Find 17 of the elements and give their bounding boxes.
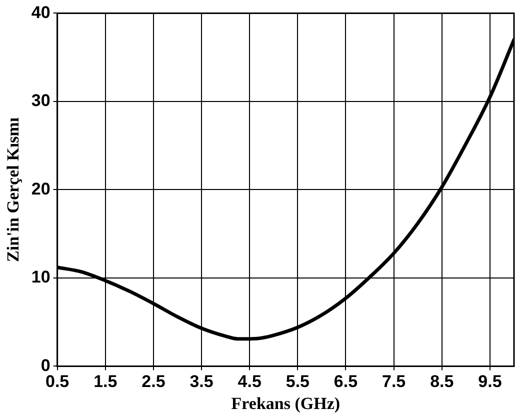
y-tick-label: 30	[31, 91, 50, 110]
y-tick-label: 10	[31, 268, 50, 287]
x-tick-label: 3.5	[190, 372, 214, 392]
x-axis-title: Frekans (GHz)	[231, 394, 340, 414]
x-tick-label: 5.5	[286, 372, 310, 392]
y-axis-title: Zin'in Gerçel Kısmı	[4, 117, 23, 262]
y-tick-label: 20	[31, 179, 50, 198]
y-tick-label: 0	[40, 356, 50, 375]
x-tick-label: 9.5	[478, 372, 502, 392]
x-tick-label: 2.5	[142, 372, 166, 392]
x-tick-label: 6.5	[334, 372, 358, 392]
x-tick-label: 8.5	[430, 372, 454, 392]
x-tick-label: 4.5	[238, 372, 262, 392]
x-tick-label: 0.5	[45, 372, 70, 392]
y-tick-label: 40	[31, 2, 50, 22]
x-tick-label: 7.5	[382, 372, 406, 392]
x-tick-label: 1.5	[94, 372, 118, 392]
